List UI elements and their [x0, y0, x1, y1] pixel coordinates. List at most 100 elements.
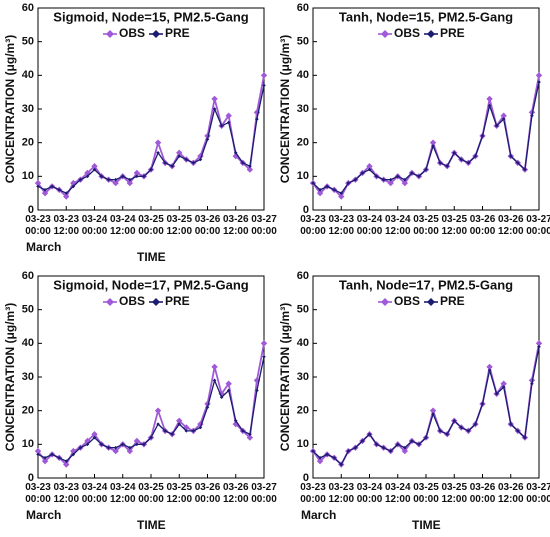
data-point: [429, 139, 437, 146]
y-tick-label: 30: [22, 371, 34, 383]
y-tick-label: 20: [22, 137, 34, 149]
data-point: [316, 189, 324, 197]
data-point: [135, 442, 139, 447]
data-point: [473, 154, 478, 158]
data-point: [191, 161, 196, 165]
x-tick-label: 03-24 00:00: [356, 214, 383, 237]
data-point: [126, 447, 134, 455]
data-point: [401, 179, 409, 187]
data-point: [241, 161, 245, 165]
legend-marker: [152, 298, 160, 306]
data-point: [34, 179, 42, 187]
x-tick-label: 03-23 00:00: [25, 214, 51, 237]
data-point: [63, 461, 70, 468]
x-tick-label: 03-27 00:00: [526, 482, 550, 505]
data-point: [183, 424, 190, 431]
data-point: [128, 445, 132, 450]
data-point: [219, 124, 224, 128]
data-point: [325, 452, 329, 457]
data-point: [318, 188, 322, 192]
data-point: [438, 161, 442, 165]
data-point: [133, 169, 141, 177]
y-tick-label: 50: [297, 36, 309, 48]
data-point: [466, 429, 471, 433]
legend-label: PRE: [165, 294, 190, 308]
data-point: [480, 402, 485, 406]
legend-marker: [381, 30, 389, 38]
data-point: [486, 363, 493, 371]
x-tick-label: 03-27 00:00: [251, 214, 277, 237]
data-point: [149, 167, 153, 172]
x-tick-label: 03-25 12:00: [166, 214, 193, 237]
data-point: [395, 442, 400, 447]
panel: 0 10 20 30 40 50 60 Tanh, Node=15, PM2.5-Gang OB…: [275, 0, 550, 268]
data-point: [480, 134, 485, 138]
data-point: [403, 177, 407, 182]
data-point: [205, 137, 210, 142]
y-tick-label: 0: [303, 204, 309, 216]
data-point: [225, 380, 232, 387]
x-tick-label: 03-23 00:00: [300, 482, 326, 505]
data-point: [500, 380, 507, 387]
data-point: [106, 177, 111, 182]
panel: 0 10 20 30 40 50 60 Sigmoid, Node=17, PM2.5-Gan…: [0, 268, 277, 536]
data-point: [64, 191, 69, 195]
data-point: [113, 445, 118, 450]
x-tick-label: 03-26 00:00: [194, 214, 221, 237]
y-tick-label: 0: [28, 204, 34, 216]
data-point: [260, 340, 268, 347]
data-point: [163, 161, 167, 165]
data-point: [191, 429, 196, 433]
data-point: [112, 447, 119, 455]
data-point: [198, 157, 203, 162]
x-tick-label: 03-26 00:00: [469, 214, 496, 237]
panel: 0 10 20 30 40 50 60 Tanh, Node=17, PM2.5-Gang OB…: [275, 268, 550, 536]
legend-marker: [106, 298, 114, 306]
data-point: [85, 442, 90, 447]
series-line: [37, 85, 265, 194]
data-point: [388, 449, 393, 453]
panel: 0 10 20 30 40 50 60 Sigmoid, Node=15, PM2.5-Gan…: [0, 0, 277, 268]
x-tick-label: 03-23 12:00: [53, 482, 80, 505]
x-tick-label: 03-26 12:00: [222, 482, 249, 505]
data-point: [64, 459, 69, 463]
data-point: [34, 447, 42, 455]
data-point: [311, 181, 315, 185]
data-point: [41, 457, 49, 465]
y-tick-label: 30: [297, 371, 309, 383]
data-point: [459, 157, 464, 162]
chart-title: Sigmoid, Node=15, PM2.5-Gang: [53, 9, 248, 24]
data-point: [63, 193, 70, 200]
series-line: [37, 75, 265, 198]
data-point: [219, 395, 224, 399]
x-tick-label: 03-24 00:00: [356, 482, 383, 505]
data-point: [226, 120, 231, 125]
y-axis-label: CONCENTRATION (μg/m³): [3, 303, 17, 451]
data-point: [374, 174, 379, 179]
data-point: [381, 177, 386, 182]
series-line: [312, 343, 540, 466]
data-point: [459, 425, 464, 430]
data-point: [367, 432, 372, 437]
data-point: [36, 184, 40, 189]
y-tick-label: 40: [297, 69, 309, 81]
data-point: [126, 179, 134, 187]
series-line: [312, 75, 540, 198]
data-point: [85, 174, 90, 179]
data-point: [332, 188, 336, 192]
data-point: [500, 112, 507, 119]
data-point: [92, 167, 97, 172]
data-point: [128, 177, 132, 182]
data-point: [366, 163, 373, 170]
legend-marker: [381, 298, 389, 306]
series-line: [312, 346, 540, 466]
plot: 0 10 20 30 40 50 60 Tanh, Node=17, PM2.5-Gang OB…: [278, 270, 543, 484]
y-tick-label: 50: [22, 304, 34, 316]
data-point: [429, 407, 437, 414]
data-point: [346, 181, 351, 185]
data-point: [176, 149, 183, 156]
data-point: [260, 72, 268, 79]
plot-frame: [37, 7, 265, 211]
data-point: [177, 422, 182, 426]
data-point: [528, 109, 536, 116]
